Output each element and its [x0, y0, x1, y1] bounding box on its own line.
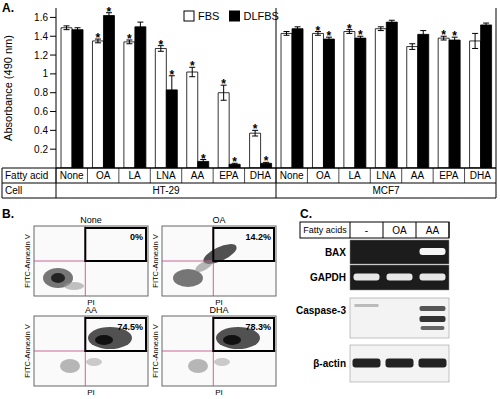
svg-text:0.2: 0.2	[34, 144, 48, 155]
svg-text:OA: OA	[96, 170, 111, 181]
svg-text:FITC-Annexin V: FITC-Annexin V	[151, 234, 160, 287]
svg-text:AA: AA	[85, 305, 97, 315]
svg-text:Cell: Cell	[8, 185, 22, 196]
svg-text:DHA: DHA	[250, 170, 271, 181]
svg-text:*: *	[221, 77, 226, 91]
svg-text:FBS: FBS	[198, 10, 219, 22]
svg-text:LNA: LNA	[376, 170, 396, 181]
svg-text:*: *	[107, 5, 112, 19]
svg-text:PI: PI	[87, 388, 95, 397]
svg-text:*: *	[358, 28, 363, 42]
svg-text:Caspase-3: Caspase-3	[296, 305, 346, 316]
svg-text:None: None	[60, 170, 84, 181]
svg-text:*: *	[264, 154, 269, 168]
svg-text:0.8: 0.8	[34, 87, 48, 98]
svg-text:None: None	[280, 170, 304, 181]
svg-text:FITC-Annexin V: FITC-Annexin V	[23, 234, 32, 287]
svg-text:*: *	[158, 38, 163, 52]
svg-text:*: *	[316, 24, 321, 38]
svg-text:LNA: LNA	[156, 170, 176, 181]
svg-text:*: *	[441, 28, 446, 42]
svg-text:OA: OA	[392, 225, 407, 236]
svg-text:FITC-Annexin V: FITC-Annexin V	[23, 324, 32, 377]
svg-text:MCF7: MCF7	[372, 185, 400, 196]
svg-text:LA: LA	[128, 170, 141, 181]
svg-text:1: 1	[42, 68, 48, 79]
svg-text:AA: AA	[191, 170, 205, 181]
svg-text:1.4: 1.4	[34, 31, 48, 42]
svg-text:78.3%: 78.3%	[245, 322, 271, 332]
svg-text:FITC-Annexin V: FITC-Annexin V	[151, 324, 160, 377]
svg-text:B.: B.	[8, 207, 14, 221]
svg-text:*: *	[127, 32, 132, 46]
svg-text:*: *	[253, 122, 258, 136]
svg-text:DHA: DHA	[470, 170, 491, 181]
svg-text:*: *	[201, 152, 206, 166]
svg-text:EPA: EPA	[439, 170, 459, 181]
svg-text:74.5%: 74.5%	[117, 322, 143, 332]
svg-text:AA: AA	[411, 170, 425, 181]
svg-text:EPA: EPA	[219, 170, 239, 181]
svg-text:DLFBS: DLFBS	[244, 10, 279, 22]
svg-text:DHA: DHA	[209, 305, 228, 315]
svg-text:*: *	[347, 22, 352, 36]
svg-text:A.: A.	[8, 1, 14, 15]
svg-text:GAPDH: GAPDH	[310, 272, 346, 283]
svg-text:HT-29: HT-29	[152, 185, 180, 196]
svg-text:0.6: 0.6	[34, 106, 48, 117]
svg-text:0%: 0%	[130, 232, 143, 242]
svg-text:*: *	[96, 31, 101, 45]
svg-text:Absorbance (490 nm): Absorbance (490 nm)	[8, 35, 14, 141]
svg-text:PI: PI	[87, 298, 95, 307]
svg-text:*: *	[452, 29, 457, 43]
svg-text:BAX: BAX	[325, 247, 346, 258]
svg-text:LA: LA	[348, 170, 361, 181]
svg-text:OA: OA	[212, 215, 225, 225]
svg-text:*: *	[169, 68, 174, 82]
svg-text:*: *	[327, 29, 332, 43]
svg-text:C.: C.	[300, 207, 312, 221]
svg-text:PI: PI	[215, 298, 223, 307]
svg-text:1.2: 1.2	[34, 50, 48, 61]
svg-text:0.4: 0.4	[34, 125, 48, 136]
svg-text:β-actin: β-actin	[313, 358, 346, 369]
svg-text:-: -	[365, 225, 368, 236]
svg-text:OA: OA	[316, 170, 331, 181]
svg-text:AA: AA	[426, 225, 440, 236]
svg-text:PI: PI	[215, 388, 223, 397]
svg-text:14.2%: 14.2%	[245, 232, 271, 242]
svg-text:Fatty acids: Fatty acids	[303, 225, 347, 235]
svg-text:Fatty acid: Fatty acid	[8, 170, 48, 181]
svg-text:*: *	[232, 155, 237, 169]
svg-text:1.6: 1.6	[34, 12, 48, 23]
svg-text:*: *	[190, 59, 195, 73]
svg-text:None: None	[80, 215, 102, 225]
